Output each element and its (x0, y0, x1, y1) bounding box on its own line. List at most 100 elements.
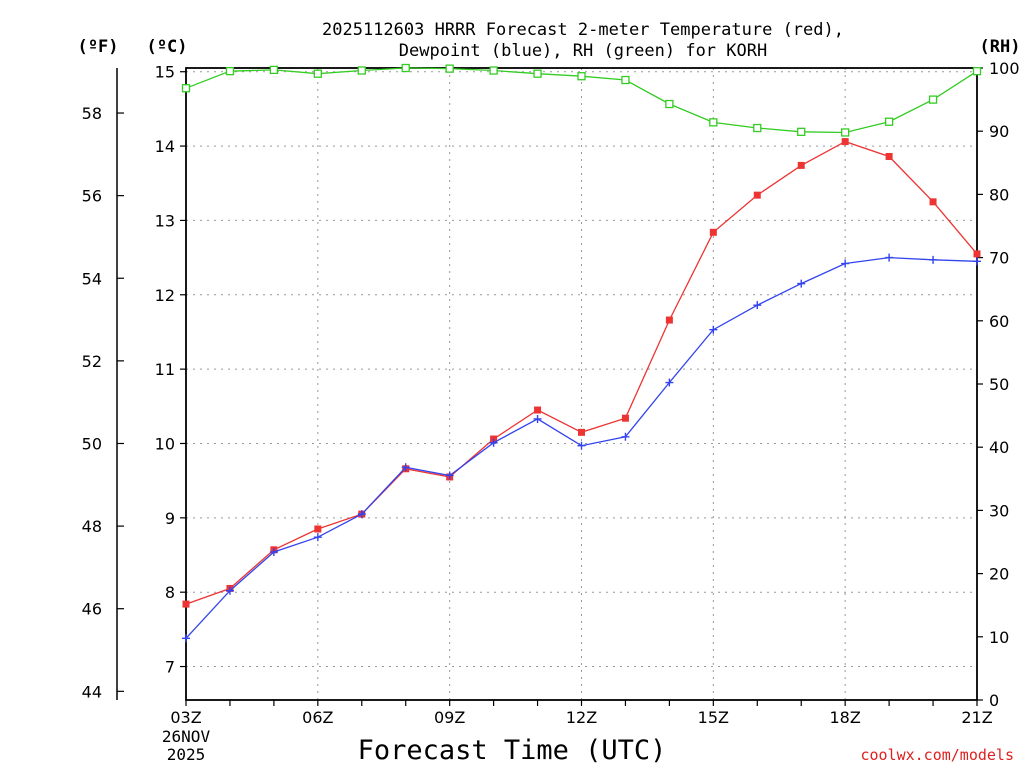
time-tick-label: 06Z (302, 708, 333, 727)
rh-point (665, 99, 674, 109)
celsius-tick-label: 8 (165, 583, 175, 602)
rh-tick-label: 20 (989, 565, 1009, 584)
dewpoint-point (665, 378, 674, 387)
rh-tick-label: 30 (989, 501, 1009, 520)
rh-point (972, 67, 982, 76)
temperature-point (621, 414, 629, 422)
temperature-point (314, 525, 322, 533)
time-tick-label: 21Z (961, 708, 992, 727)
rh-tick-label: 0 (989, 691, 999, 710)
fahrenheit-tick-label: 46 (82, 600, 102, 619)
dewpoint-point (401, 463, 410, 472)
time-tick-label: 03Z (170, 708, 201, 727)
fahrenheit-tick-label: 56 (82, 187, 102, 206)
rh-point (797, 127, 806, 136)
dewpoint-point (182, 634, 190, 643)
rh-point (445, 64, 454, 73)
series-layer (181, 63, 982, 643)
dewpoint-point (621, 432, 630, 441)
rh-point (225, 67, 235, 76)
rh-point (928, 95, 938, 104)
rh-tick-label: 40 (989, 438, 1009, 457)
rh-point (181, 84, 191, 93)
dewpoint-point (225, 586, 234, 595)
fahrenheit-tick-label: 58 (82, 104, 102, 123)
rh-point (533, 69, 542, 78)
time-tick-label: 18Z (830, 708, 861, 727)
rh-point (489, 66, 498, 75)
temperature-point (709, 228, 717, 236)
chart-title-line1: 2025112603 HRRR Forecast 2-meter Tempera… (322, 20, 844, 40)
dewpoint-point (753, 301, 762, 310)
celsius-tick-label: 14 (155, 137, 175, 156)
temperature-point (973, 250, 981, 258)
dewpoint-point (357, 510, 366, 519)
celsius-tick-label: 7 (165, 658, 175, 677)
grid-lines (186, 68, 977, 700)
rh-tick-label: 70 (989, 249, 1009, 268)
fahrenheit-tick-label: 50 (82, 434, 102, 453)
rh-point (357, 66, 366, 75)
dewpoint-point (445, 471, 454, 480)
time-tick-label: 09Z (434, 708, 465, 727)
rh-point (313, 69, 322, 78)
fahrenheit-tick-label: 48 (82, 517, 102, 536)
fahrenheit-tick-label: 54 (82, 269, 102, 288)
rh-tick-label: 80 (989, 185, 1009, 204)
rh-tick-label: 60 (989, 312, 1009, 331)
fahrenheit-axis-ticks: 44 46 48 50 52 54 56 58 (82, 104, 124, 701)
celsius-tick-label: 11 (155, 360, 175, 379)
temperature-point (182, 600, 190, 608)
rh-point (401, 63, 410, 73)
dewpoint-point (841, 259, 850, 268)
fahrenheit-tick-label: 44 (82, 682, 102, 701)
rh-tick-label: 50 (989, 375, 1009, 394)
credit-text: coolwx.com/models (860, 746, 1014, 764)
dewpoint-point (973, 257, 981, 266)
dewpoint-point (577, 441, 586, 450)
rh-tick-label: 90 (989, 122, 1009, 141)
temperature-line (185, 140, 978, 605)
x-date-day: 26NOV (162, 727, 211, 746)
temperature-point (665, 316, 673, 324)
dewpoint-point (929, 255, 938, 264)
temperature-point (753, 191, 761, 199)
temperature-point (929, 198, 937, 206)
celsius-axis-ticks: 7 8 9 10 11 12 13 14 15 (155, 63, 186, 677)
dewpoint-point (313, 533, 322, 542)
temperature-point (534, 406, 542, 414)
rh-axis-ticks: 0 10 20 30 40 50 60 70 80 90 100 (977, 59, 1020, 710)
dewpoint-point (885, 253, 894, 262)
rh-point (577, 72, 586, 81)
rh-point (753, 123, 762, 133)
time-axis-ticks: 03Z 06Z 09Z 12Z 15Z 18Z 21Z (170, 700, 993, 727)
rh-point (884, 117, 894, 126)
fahrenheit-tick-label: 52 (82, 352, 102, 371)
dewpoint-point (269, 548, 278, 557)
fahrenheit-axis-unit: (ºF) (78, 37, 119, 57)
rh-point (709, 118, 718, 127)
rh-tick-label: 10 (989, 628, 1009, 647)
dewpoint-point (709, 325, 718, 334)
rh-point (269, 65, 279, 75)
celsius-axis-unit: (ºC) (147, 37, 188, 57)
temperature-point (841, 138, 849, 146)
celsius-tick-label: 12 (155, 286, 175, 305)
time-tick-label: 15Z (698, 708, 729, 727)
rh-point (841, 128, 850, 137)
rh-point (621, 75, 630, 85)
dewpoint-point (533, 414, 542, 423)
dewpoint-point (797, 279, 806, 288)
temperature-point (885, 152, 893, 160)
celsius-tick-label: 15 (155, 63, 175, 82)
rh-axis-unit: (RH) (980, 37, 1021, 57)
celsius-tick-label: 13 (155, 211, 175, 230)
time-tick-label: 12Z (566, 708, 597, 727)
x-axis-label: Forecast Time (UTC) (358, 735, 667, 766)
x-date-year: 2025 (167, 745, 206, 764)
dewpoint-point (489, 438, 498, 447)
temperature-point (578, 428, 585, 436)
temperature-point (797, 161, 805, 169)
celsius-tick-label: 9 (165, 509, 175, 528)
